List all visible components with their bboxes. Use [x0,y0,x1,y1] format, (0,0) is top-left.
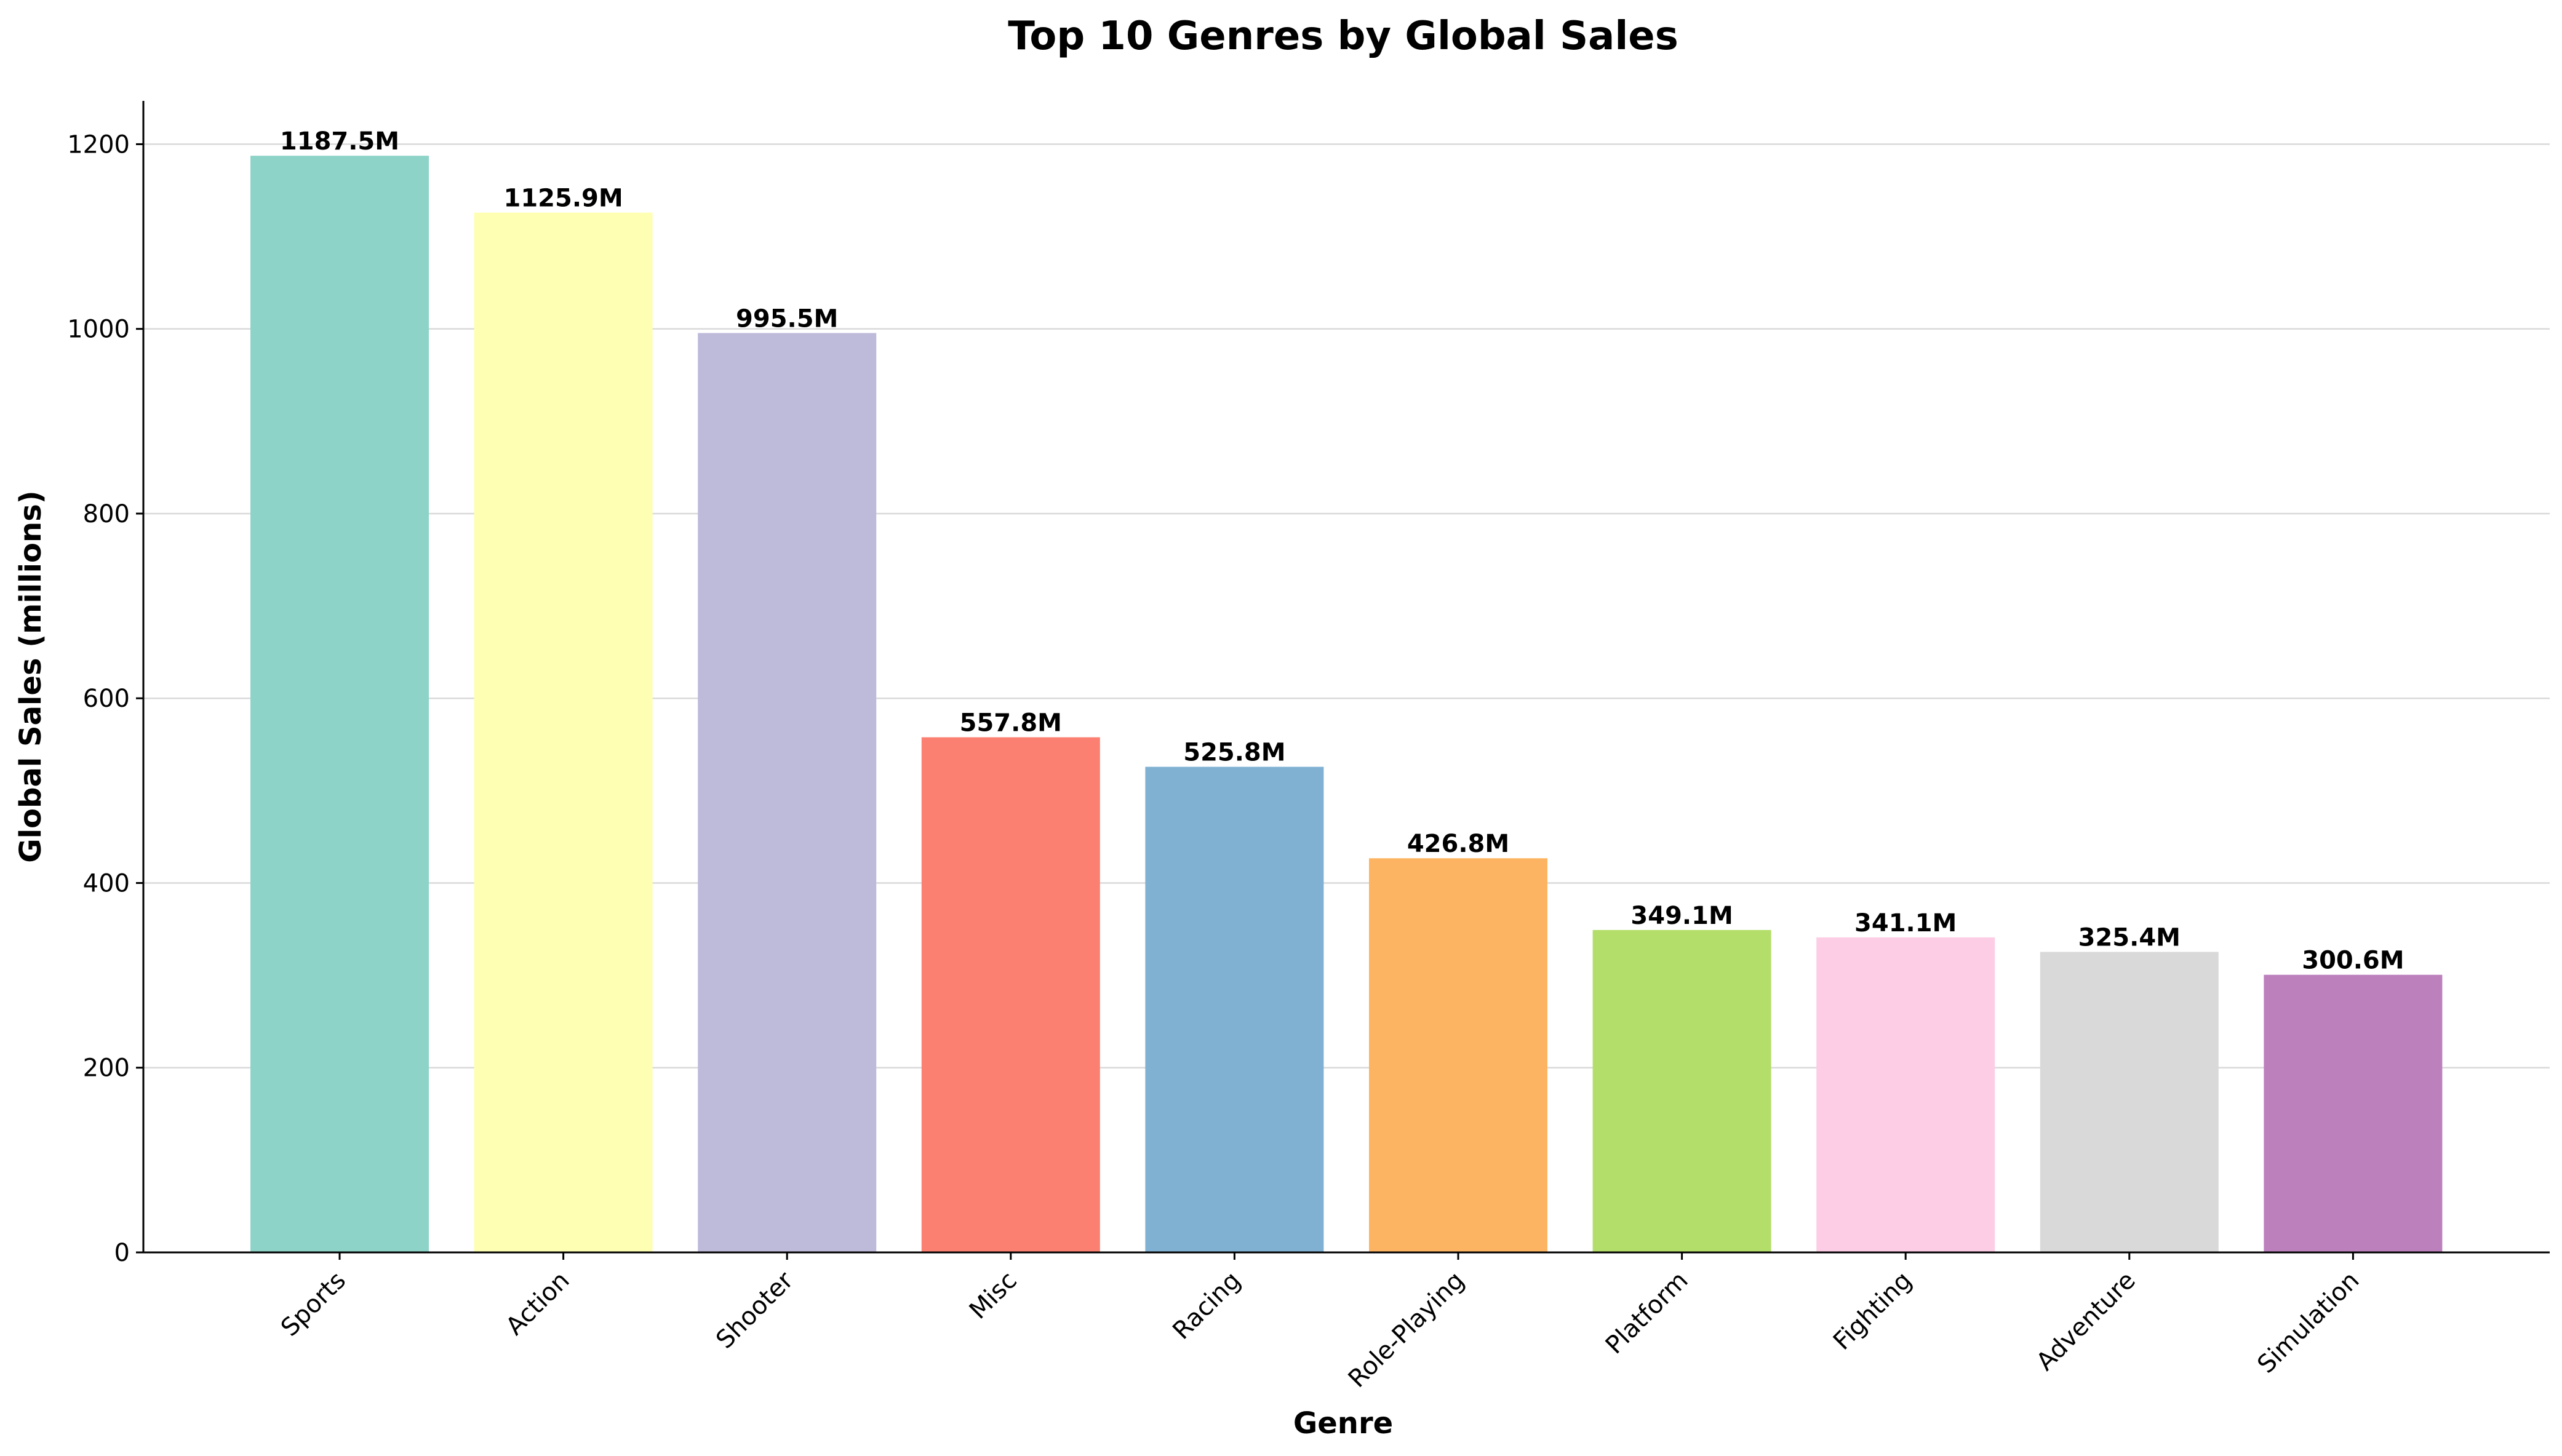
x-tick-label: Role-Playing [1343,1267,1470,1393]
x-tick-label: Platform [1600,1267,1694,1360]
bar-fighting [1816,937,1995,1252]
data-label: 300.6M [2302,947,2404,975]
x-tick-label: Shooter [711,1266,799,1355]
data-label: 426.8M [1407,830,1509,858]
bar-racing [1145,766,1324,1252]
chart-title: Top 10 Genres by Global Sales [1008,14,1678,59]
y-tick-label: 600 [83,685,130,713]
bar-misc [921,737,1100,1252]
x-axis-ticks: Sports Action Shooter Misc Racing Role-Playin… [276,1252,2364,1393]
y-axis-label: Global Sales (millions) [14,490,48,862]
bar-shooter [698,333,877,1253]
data-labels: 1187.5M 1125.9M 995.5M 557.8M 525.8M 426.8M 34… [280,127,2404,975]
bars [250,156,2443,1253]
data-label: 557.8M [960,709,1062,738]
y-tick-label: 0 [114,1239,130,1267]
x-tick-label: Action [501,1267,575,1341]
y-tick-label: 1000 [67,316,130,344]
bar-sports [250,156,429,1253]
y-tick-label: 1200 [67,130,130,159]
bar-simulation [2264,974,2443,1252]
data-label: 1187.5M [280,127,399,156]
x-tick-label: Adventure [2031,1267,2141,1377]
y-tick-label: 400 [83,869,130,897]
data-label: 1125.9M [504,185,623,213]
bar-role-playing [1369,858,1547,1252]
x-tick-label: Racing [1167,1267,1246,1345]
axes [142,101,2550,1254]
x-tick-label: Simulation [2252,1267,2364,1379]
y-axis-ticks: 0 200 400 600 800 1000 1200 [67,130,143,1267]
data-label: 349.1M [1630,902,1733,930]
data-label: 325.4M [2078,923,2181,952]
x-tick-label: Misc [964,1267,1023,1325]
data-label: 995.5M [736,304,838,333]
x-tick-label: Sports [276,1267,351,1342]
x-axis-label: Genre [1293,1406,1393,1441]
bar-platform [1592,929,1771,1252]
y-tick-label: 200 [83,1054,130,1083]
data-label: 525.8M [1183,739,1285,767]
x-tick-label: Fighting [1828,1267,1917,1356]
y-tick-label: 800 [83,500,130,528]
bar-adventure [2040,952,2219,1252]
bar-action [474,212,653,1252]
data-label: 341.1M [1854,909,1957,937]
